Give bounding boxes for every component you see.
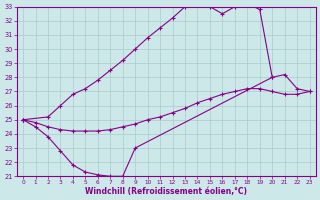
X-axis label: Windchill (Refroidissement éolien,°C): Windchill (Refroidissement éolien,°C) [85, 187, 247, 196]
